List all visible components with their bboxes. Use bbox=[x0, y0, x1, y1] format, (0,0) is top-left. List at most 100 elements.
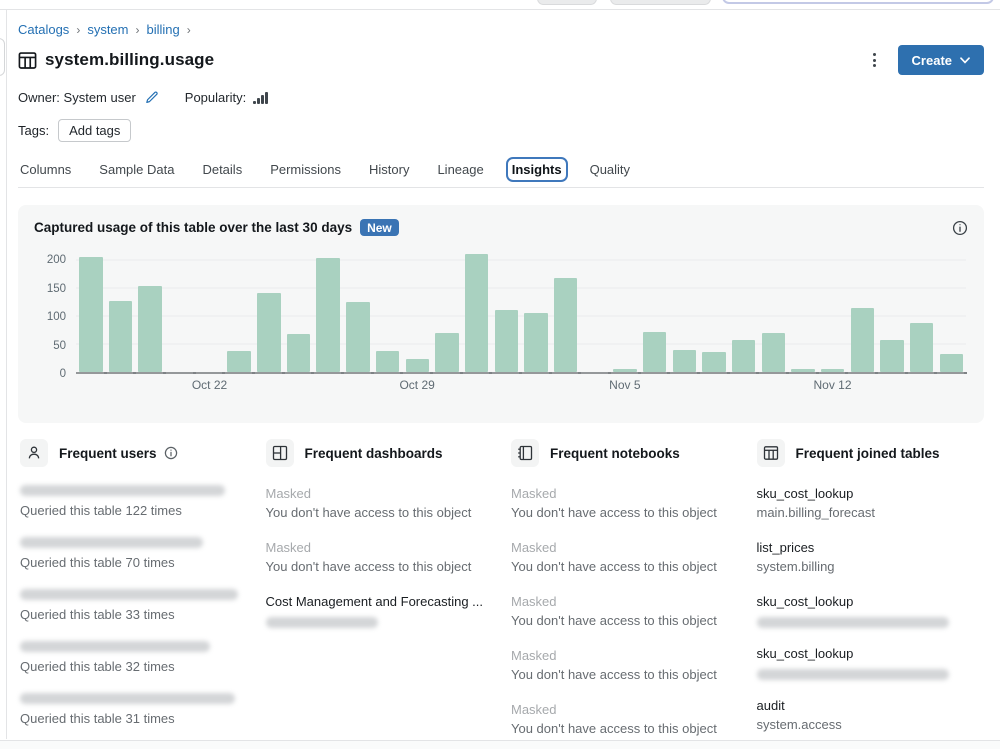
usage-bar[interactable] bbox=[405, 359, 429, 372]
usage-chart-plot bbox=[76, 246, 967, 374]
bar-slot bbox=[106, 246, 137, 374]
bar-slot bbox=[669, 246, 700, 374]
usage-bar[interactable] bbox=[286, 333, 311, 372]
column-title: Frequent dashboards bbox=[304, 445, 443, 461]
joined-table-name-link[interactable]: list_prices bbox=[756, 540, 815, 555]
usage-bar[interactable] bbox=[791, 368, 815, 372]
y-axis-tick-label: 0 bbox=[59, 368, 66, 380]
usage-bar[interactable] bbox=[553, 278, 578, 372]
joined-table-name-link[interactable]: sku_cost_lookup bbox=[756, 646, 854, 661]
usage-bar[interactable] bbox=[138, 286, 162, 372]
dashboard-icon bbox=[265, 439, 294, 467]
usage-bar[interactable] bbox=[316, 258, 340, 372]
table-icon bbox=[18, 51, 37, 70]
edit-owner-pencil-icon[interactable] bbox=[144, 90, 159, 105]
info-icon[interactable] bbox=[952, 220, 968, 236]
dashboard-name-link[interactable]: Cost Management and Forecasting ... bbox=[265, 594, 484, 609]
usage-bar[interactable] bbox=[375, 351, 400, 372]
usage-bar[interactable] bbox=[613, 369, 637, 372]
list-item: Masked You don't have access to this obj… bbox=[511, 701, 739, 738]
usage-bar[interactable] bbox=[524, 312, 548, 372]
tab-quality[interactable]: Quality bbox=[589, 162, 631, 177]
add-tags-button[interactable]: Add tags bbox=[58, 119, 132, 142]
no-access-caption: You don't have access to this object bbox=[511, 559, 717, 574]
list-item: sku_cost_lookup main.billing_forecast bbox=[757, 485, 985, 522]
bar-slot bbox=[462, 246, 493, 374]
usage-bar[interactable] bbox=[108, 301, 133, 372]
column-header: Frequent users bbox=[20, 439, 248, 467]
bar-slot bbox=[284, 246, 315, 374]
tab-bar: Columns Sample Data Details Permissions … bbox=[18, 157, 984, 188]
bar-slot bbox=[580, 246, 611, 374]
tab-lineage[interactable]: Lineage bbox=[437, 162, 484, 177]
masked-item-name: Masked bbox=[511, 648, 557, 663]
list-item: Masked You don't have access to this obj… bbox=[511, 485, 739, 522]
column-title: Frequent notebooks bbox=[550, 445, 680, 461]
usage-bar[interactable] bbox=[257, 293, 281, 372]
table-path-caption: main.billing_forecast bbox=[756, 505, 876, 520]
joined-table-name-link[interactable]: audit bbox=[756, 698, 785, 713]
usage-bar[interactable] bbox=[227, 351, 251, 372]
masked-item-name: Masked bbox=[511, 540, 557, 555]
title-actions: Create bbox=[869, 45, 984, 75]
usage-chart-x-labels: Oct 22 Oct 29 Nov 5 Nov 12 bbox=[76, 374, 966, 394]
usage-bar[interactable] bbox=[939, 354, 964, 372]
usage-bar[interactable] bbox=[346, 302, 370, 372]
usage-bar[interactable] bbox=[731, 339, 756, 372]
breadcrumb-link-billing[interactable]: billing bbox=[146, 22, 180, 37]
x-axis-tick-label: Nov 5 bbox=[609, 378, 641, 392]
bar-slot bbox=[936, 246, 967, 374]
list-item: Queried this table 32 times bbox=[20, 641, 248, 676]
bar-slot bbox=[758, 246, 789, 374]
masked-user-name bbox=[20, 693, 235, 704]
bar-slot bbox=[847, 246, 878, 374]
joined-table-name-link[interactable]: sku_cost_lookup bbox=[756, 486, 854, 501]
usage-bar[interactable] bbox=[909, 323, 934, 372]
tab-details[interactable]: Details bbox=[202, 162, 243, 177]
toolbar-button-partial[interactable] bbox=[610, 0, 711, 5]
usage-bar[interactable] bbox=[642, 331, 667, 372]
usage-bar[interactable] bbox=[464, 253, 489, 372]
masked-caption bbox=[265, 617, 378, 628]
masked-item-name: Masked bbox=[511, 702, 557, 717]
usage-bar[interactable] bbox=[702, 351, 726, 372]
more-actions-kebab-button[interactable] bbox=[869, 47, 880, 73]
tab-history[interactable]: History bbox=[369, 162, 410, 177]
list-item: Queried this table 70 times bbox=[20, 537, 248, 572]
usage-bar[interactable] bbox=[435, 333, 459, 372]
bar-slot bbox=[432, 246, 463, 374]
tab-permissions[interactable]: Permissions bbox=[270, 162, 341, 177]
owner-value: System user bbox=[63, 90, 136, 105]
new-badge: New bbox=[360, 219, 399, 236]
usage-bar[interactable] bbox=[850, 307, 875, 372]
gridline bbox=[76, 259, 966, 261]
breadcrumb-link-system[interactable]: system bbox=[87, 22, 129, 37]
list-item: Masked You don't have access to this obj… bbox=[511, 593, 739, 630]
gridline bbox=[76, 287, 966, 289]
usage-bar[interactable] bbox=[494, 310, 518, 372]
joined-table-name-link[interactable]: sku_cost_lookup bbox=[756, 594, 854, 609]
breadcrumb-link-catalogs[interactable]: Catalogs bbox=[18, 22, 70, 37]
bar-slot bbox=[373, 246, 404, 374]
tab-insights[interactable]: Insights bbox=[505, 157, 568, 182]
list-item: Cost Management and Forecasting ... bbox=[265, 593, 494, 628]
usage-bar[interactable] bbox=[820, 369, 845, 372]
tab-sample-data[interactable]: Sample Data bbox=[99, 162, 175, 177]
search-box-partial[interactable] bbox=[722, 0, 994, 4]
bar-slot bbox=[699, 246, 730, 374]
usage-bar[interactable] bbox=[79, 257, 103, 372]
tags-label: Tags: bbox=[18, 123, 50, 138]
bar-slot bbox=[818, 246, 849, 374]
toolbar-button-partial[interactable] bbox=[537, 0, 597, 5]
table-icon bbox=[756, 439, 785, 467]
info-icon[interactable] bbox=[164, 446, 178, 460]
usage-bar[interactable] bbox=[880, 340, 904, 372]
tab-columns[interactable]: Columns bbox=[20, 162, 72, 177]
sidebar-collapse-handle[interactable] bbox=[0, 38, 5, 76]
masked-user-name bbox=[20, 589, 238, 600]
usage-bar[interactable] bbox=[761, 333, 785, 372]
usage-bar[interactable] bbox=[672, 349, 696, 372]
bar-slot bbox=[254, 246, 285, 374]
main-content: Catalogs › system › billing › system.bil… bbox=[18, 10, 984, 749]
create-button[interactable]: Create bbox=[897, 45, 984, 75]
